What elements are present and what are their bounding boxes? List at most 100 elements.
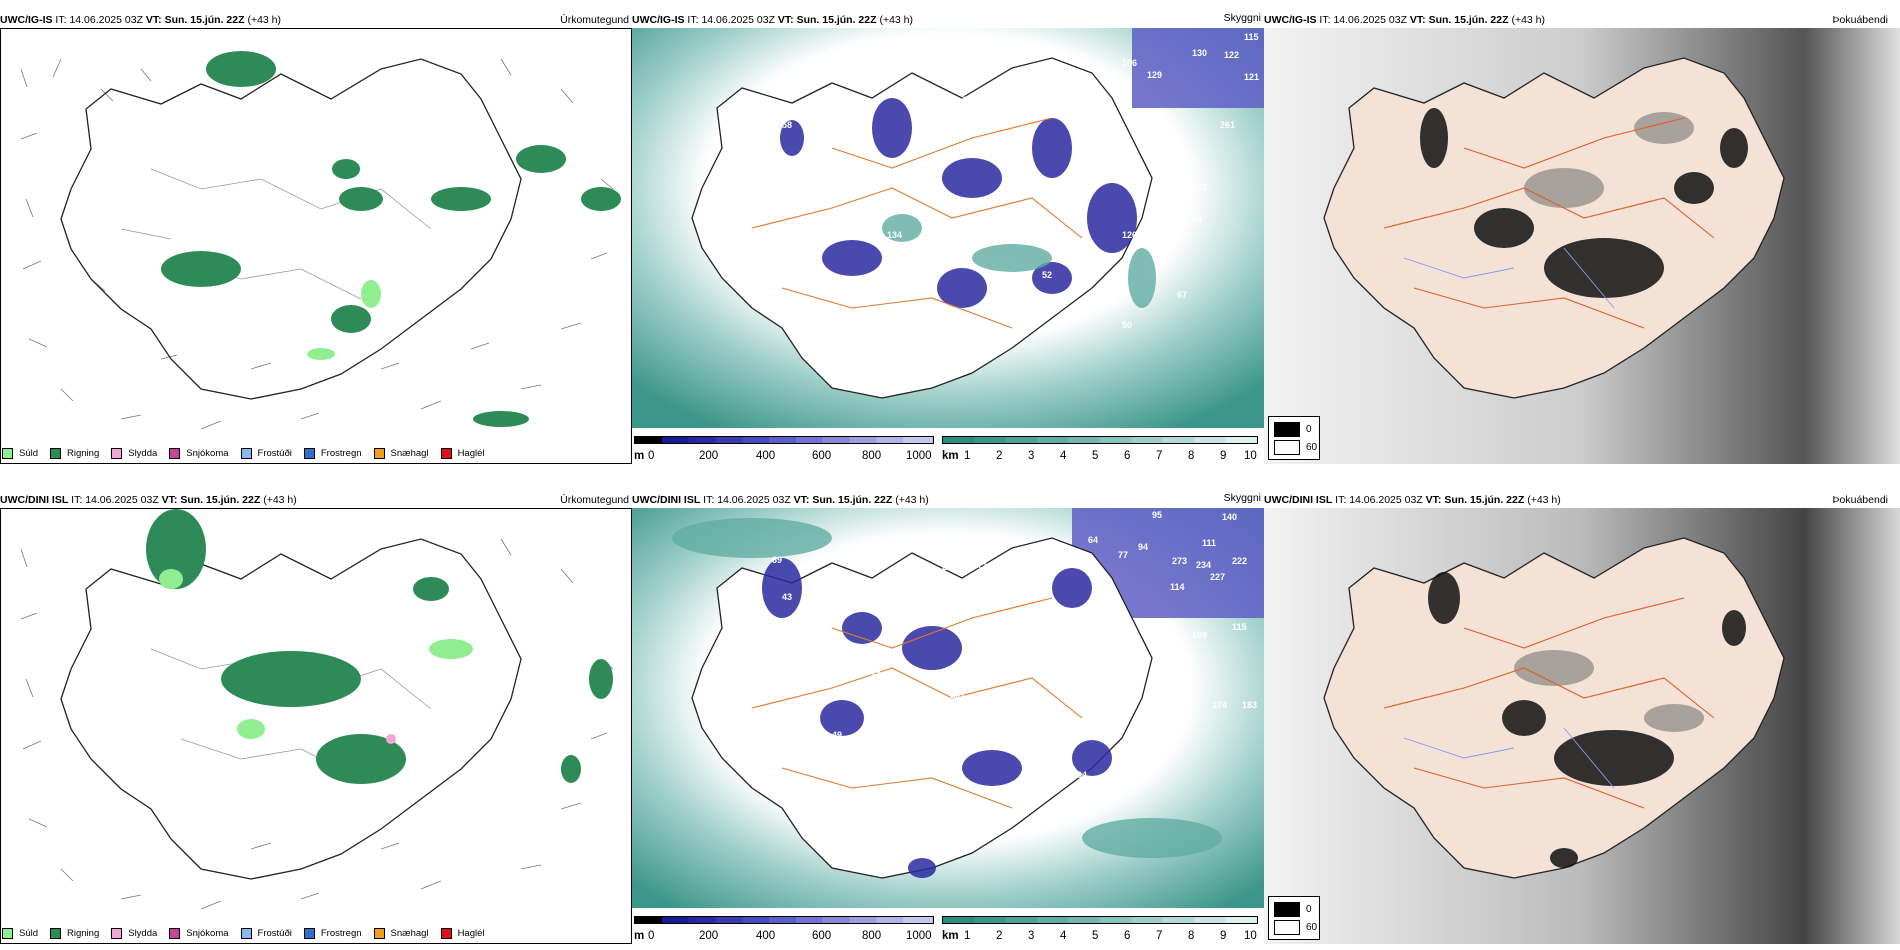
legend-swatch	[1274, 422, 1300, 437]
it-value: 14.06.2025 03Z	[1349, 494, 1423, 506]
vis-label: 47	[808, 640, 818, 650]
colorbar-unit: m	[634, 930, 645, 942]
vis-label: 92	[802, 235, 812, 245]
vis-label: 133	[1072, 95, 1087, 105]
colorbar-tick: 6	[1124, 930, 1131, 942]
fog-legend: 0 60	[1268, 896, 1320, 940]
legend-label: Slydda	[128, 447, 158, 459]
lead-time: (+43 h)	[895, 494, 929, 506]
it-label: IT:	[1335, 494, 1347, 506]
legend-label: Slydda	[128, 927, 158, 939]
colorbar-tick: 2	[996, 930, 1003, 942]
colorbar-tick: 0	[648, 930, 655, 942]
legend-label: Frostregn	[320, 927, 362, 939]
vis-label: 115	[1232, 622, 1247, 632]
vis-label: 140	[1222, 512, 1237, 522]
vt-value: Sun. 15.jún. 22Z	[1444, 494, 1525, 506]
vis-label: 111	[1202, 538, 1216, 548]
model-name: UWC/IG-IS	[1264, 14, 1317, 26]
legend-swatch	[373, 927, 385, 939]
vis-label: 113	[1082, 80, 1097, 90]
legend-swatch	[1274, 920, 1300, 935]
vis-label: 69	[772, 555, 782, 565]
vt-label: VT:	[777, 14, 794, 26]
lead-time: (+43 h)	[247, 14, 282, 26]
vis-label: 59	[1162, 215, 1172, 225]
vis-label: 234	[1196, 560, 1211, 570]
legend-swatch	[50, 927, 62, 939]
vis-label: 93	[1092, 290, 1102, 300]
vis-label: 538	[1172, 170, 1187, 180]
fog-map	[1264, 28, 1900, 464]
colorbar-tick: 200	[699, 930, 719, 942]
colorbar-unit: m	[634, 450, 645, 462]
legend-swatch	[50, 447, 62, 459]
fog-legend: 0 60	[1268, 416, 1320, 460]
legend-label: Haglél	[457, 927, 485, 939]
colorbar-tick: 1000	[906, 450, 932, 462]
vis-label: 111	[1132, 120, 1146, 130]
vis-label: 104	[1072, 770, 1087, 780]
panel-title: Úrkomutegund	[560, 14, 629, 26]
vis-label: 58	[792, 750, 802, 760]
it-value: 14.06.2025 03Z	[701, 14, 775, 26]
colorbar-tick: 600	[812, 930, 832, 942]
vis-label: 55	[1122, 740, 1132, 750]
panel-title: Þokuábendi	[1832, 14, 1888, 26]
colorbar-tick: 800	[862, 450, 882, 462]
vis-label: 45	[887, 285, 897, 295]
colorbar-tick: 600	[812, 450, 832, 462]
colorbar-tick: 10	[1244, 450, 1257, 462]
legend-label: Snjókoma	[186, 927, 229, 939]
colorbar-tick: 4	[1060, 450, 1067, 462]
colorbar-segments	[942, 436, 1258, 444]
legend-swatch	[440, 447, 452, 459]
vis-label: 64	[1088, 535, 1098, 545]
legend-label: Haglél	[457, 447, 485, 459]
colorbar-tick: 9	[1220, 450, 1227, 462]
vt-value: Sun. 15.jún. 22Z	[812, 494, 893, 506]
precip-type-map	[0, 508, 632, 944]
distance-colorbar: km 1 2 3 4 5 6 7 8 9 10	[942, 916, 1258, 944]
vt-label: VT:	[161, 494, 178, 506]
colorbar-tick: 0	[648, 450, 655, 462]
model-name: UWC/DINI ISL	[1264, 494, 1333, 506]
it-label: IT:	[703, 494, 715, 506]
vis-label: 114	[1170, 582, 1185, 592]
colorbar-tick: 4	[1060, 930, 1067, 942]
vis-label: 101	[950, 690, 965, 700]
vis-label: 57	[832, 275, 842, 285]
it-label: IT:	[687, 14, 699, 26]
vis-label: 83	[1167, 238, 1177, 248]
vis-label: 121	[1244, 72, 1259, 82]
vis-label: 261	[1220, 120, 1235, 130]
legend-swatch	[373, 447, 385, 459]
lead-time: (+43 h)	[1527, 494, 1561, 506]
colorbar-tick: 5	[1092, 930, 1099, 942]
height-colorbar: m 0 200 400 600 800 1000	[634, 916, 934, 944]
vis-label: 50	[1122, 320, 1132, 330]
vis-label: 222	[1232, 556, 1247, 566]
legend-swatch	[240, 927, 252, 939]
vis-label: 173	[1192, 182, 1207, 192]
legend-label: Súld	[19, 447, 39, 459]
vt-label: VT:	[1425, 494, 1442, 506]
panel-header: UWC/IG-IS IT: 14.06.2025 03Z VT: Sun. 15…	[1264, 12, 1900, 28]
panel-header: UWC/DINI ISL IT: 14.06.2025 03Z VT: Sun.…	[632, 492, 1264, 508]
vt-value: Sun. 15.jún. 22Z	[1428, 14, 1509, 26]
panel-title: Skyggni	[1223, 492, 1261, 504]
legend-label: Snjókoma	[186, 447, 229, 459]
vis-label: 219	[1022, 560, 1037, 570]
fog-map	[1264, 508, 1900, 944]
visibility-panel-dini: UWC/DINI ISL IT: 14.06.2025 03Z VT: Sun.…	[632, 492, 1264, 944]
fog-indicator-panel-ig-is: UWC/IG-IS IT: 14.06.2025 03Z VT: Sun. 15…	[1264, 12, 1900, 464]
legend-tick: 60	[1306, 922, 1318, 933]
vis-label: 61	[872, 670, 882, 680]
colorbar-segments	[634, 436, 934, 444]
colorbar-tick: 10	[1244, 930, 1257, 942]
legend-label: Rigning	[67, 927, 100, 939]
it-label: IT:	[55, 14, 67, 26]
colorbar-tick: 400	[756, 450, 776, 462]
lead-time: (+43 h)	[1511, 14, 1546, 26]
colorbar-tick: 1	[964, 450, 971, 462]
